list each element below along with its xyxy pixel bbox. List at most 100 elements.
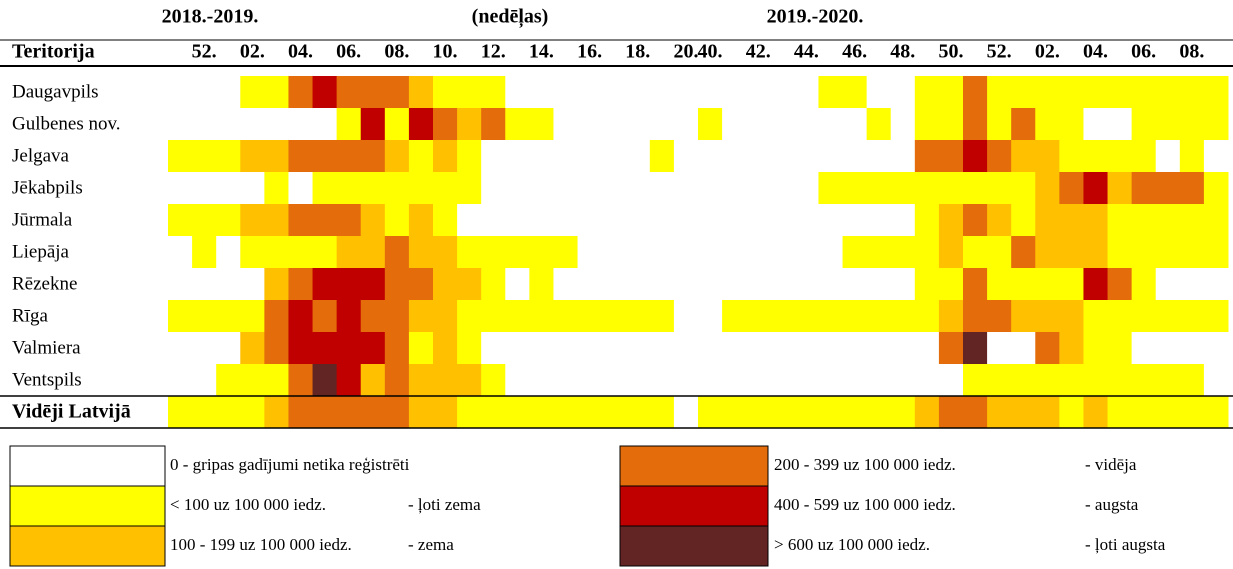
- cell: [481, 332, 506, 364]
- cell: [1107, 396, 1133, 428]
- cell: [240, 396, 265, 428]
- cell: [770, 76, 795, 108]
- cell: [866, 300, 892, 332]
- legend-range: > 600 uz 100 000 iedz.: [774, 535, 930, 554]
- cell: [866, 236, 892, 268]
- cell: [866, 172, 892, 204]
- cell: [240, 236, 265, 268]
- cell: [481, 300, 506, 332]
- cell: [529, 300, 554, 332]
- legend-swatch: [9, 445, 166, 487]
- cell: [1203, 364, 1229, 396]
- cell: [914, 236, 940, 268]
- cell: [649, 300, 675, 332]
- cell: [987, 396, 1012, 428]
- cell: [938, 268, 964, 300]
- cell: [577, 396, 603, 428]
- cell: [360, 364, 386, 396]
- cell: [890, 396, 916, 428]
- cell: [288, 300, 314, 332]
- cell: [433, 396, 458, 428]
- cell: [914, 204, 940, 236]
- cell: [312, 364, 338, 396]
- cell: [770, 204, 795, 236]
- cell: [794, 204, 819, 236]
- week-label: 06.: [1131, 41, 1156, 63]
- cell: [963, 300, 988, 332]
- cell: [673, 364, 699, 396]
- cell: [168, 268, 193, 300]
- cell: [384, 76, 410, 108]
- week-label: 50.: [938, 41, 963, 63]
- cell: [408, 204, 434, 236]
- cell: [553, 76, 579, 108]
- cell: [866, 332, 892, 364]
- cell: [312, 204, 338, 236]
- cell: [1131, 364, 1157, 396]
- cell: [625, 332, 651, 364]
- cell: [1107, 172, 1133, 204]
- cell: [1011, 76, 1036, 108]
- week-label: 48.: [890, 41, 915, 63]
- cell: [360, 140, 386, 172]
- cell: [1203, 332, 1229, 364]
- cell: [1083, 300, 1109, 332]
- cell: [457, 108, 482, 140]
- cell: [890, 76, 916, 108]
- legend-swatch: [9, 525, 166, 567]
- cell: [1203, 108, 1229, 140]
- cell: [240, 76, 265, 108]
- week-label: 52.: [192, 41, 217, 63]
- cell: [216, 172, 241, 204]
- cell: [963, 332, 988, 364]
- cell: [1059, 140, 1084, 172]
- cell: [1107, 204, 1133, 236]
- cell: [938, 172, 964, 204]
- cell: [938, 108, 964, 140]
- cell: [794, 268, 819, 300]
- week-label: 52.: [987, 41, 1012, 63]
- cell: [794, 108, 819, 140]
- cell: [216, 140, 241, 172]
- cell: [914, 140, 940, 172]
- cell: [818, 204, 844, 236]
- cell: [529, 268, 554, 300]
- cell: [1011, 396, 1036, 428]
- cell: [433, 364, 458, 396]
- cell: [649, 396, 675, 428]
- cell: [1011, 236, 1036, 268]
- cell: [1155, 236, 1181, 268]
- cell: [384, 204, 410, 236]
- cell: [529, 76, 554, 108]
- cell: [312, 108, 338, 140]
- cell: [914, 172, 940, 204]
- cell: [1155, 172, 1181, 204]
- cell: [481, 108, 506, 140]
- cell: [168, 76, 193, 108]
- cell: [601, 172, 627, 204]
- cell: [505, 204, 530, 236]
- cell: [553, 396, 579, 428]
- cell: [481, 268, 506, 300]
- cell: [1059, 204, 1084, 236]
- cell: [577, 172, 603, 204]
- cell: [963, 76, 988, 108]
- cell: [1179, 396, 1205, 428]
- cell: [673, 204, 699, 236]
- cell: [408, 268, 434, 300]
- cell: [987, 172, 1012, 204]
- cell: [890, 364, 916, 396]
- legend-swatch: [619, 445, 769, 487]
- cell: [481, 172, 506, 204]
- territory-label: Jūrmala: [12, 209, 73, 230]
- cell: [746, 396, 771, 428]
- cell: [1203, 268, 1229, 300]
- cell: [481, 140, 506, 172]
- cell: [529, 236, 554, 268]
- cell: [1179, 364, 1205, 396]
- cell: [866, 396, 892, 428]
- cell: [938, 76, 964, 108]
- cell: [1035, 396, 1060, 428]
- cell: [987, 140, 1012, 172]
